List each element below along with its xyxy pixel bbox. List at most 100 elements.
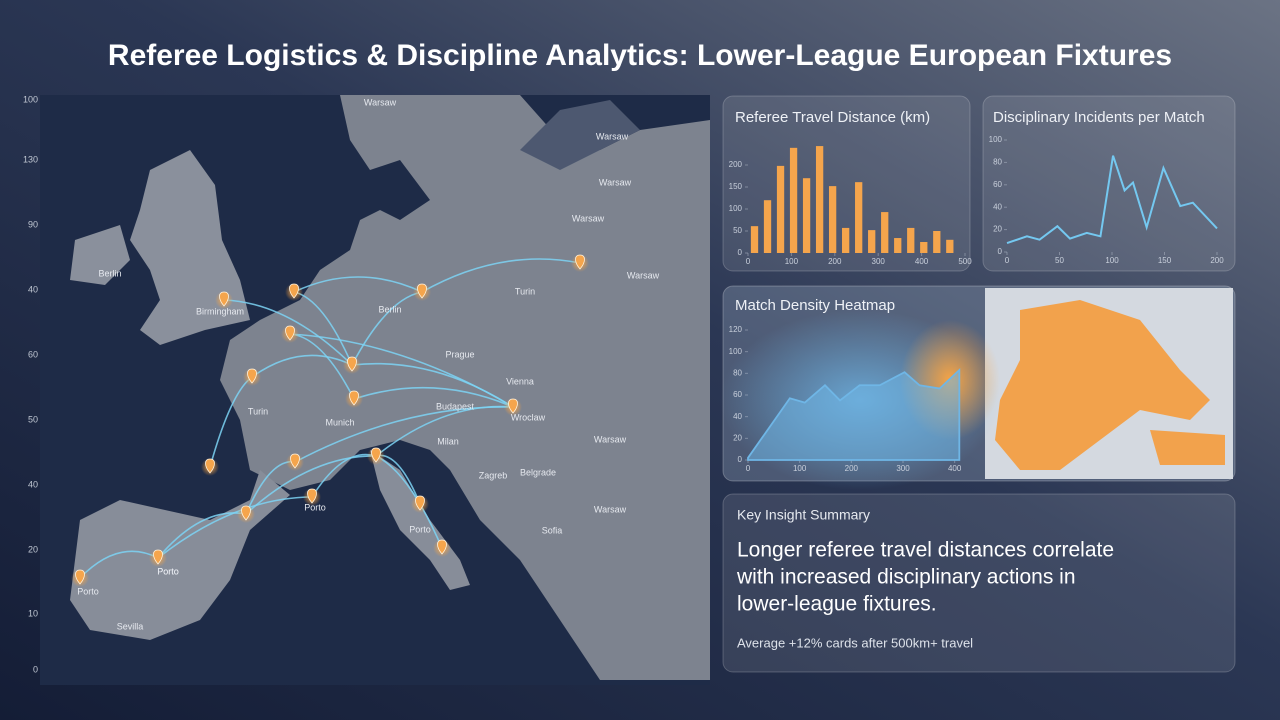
x-tick-label: 0 [746, 257, 751, 266]
map-scale-label: 40 [28, 284, 38, 294]
line [1006, 155, 1218, 244]
city-label: Belgrade [520, 467, 556, 477]
y-tick-label: 0 [738, 455, 743, 464]
y-tick-label: 0 [998, 247, 1003, 256]
bar [815, 146, 824, 253]
y-tick-label: 80 [993, 158, 1002, 167]
insight-line: Longer referee travel distances correlat… [737, 539, 1114, 562]
city-label: Berlin [378, 304, 401, 314]
insight-note: Average +12% cards after 500km+ travel [737, 635, 973, 650]
y-tick-label: 80 [733, 368, 742, 377]
land-ireland [70, 225, 130, 285]
city-label: Berlin [98, 268, 121, 278]
x-tick-label: 100 [785, 257, 799, 266]
y-tick-label: 20 [733, 433, 742, 442]
insight-line: lower-league fixtures. [737, 593, 937, 616]
insight-line: with increased disciplinary actions in [736, 566, 1076, 589]
bar [946, 239, 954, 253]
land-continent [220, 95, 710, 680]
pin [285, 325, 295, 341]
map: 100130904060504020100WarsawWarsawWarsawW… [23, 94, 710, 685]
city-label: Milan [437, 436, 459, 446]
city-label: Zagreb [479, 470, 508, 480]
x-tick-label: 200 [1210, 256, 1224, 265]
city-label: Warsaw [572, 213, 605, 223]
insight-title: Key Insight Summary [737, 507, 870, 523]
y-tick-label: 150 [729, 182, 743, 191]
x-tick-label: 200 [845, 464, 859, 473]
route [421, 258, 581, 293]
x-tick-label: 300 [896, 464, 910, 473]
pin [508, 398, 518, 414]
route [157, 512, 247, 559]
pin [241, 505, 251, 521]
y-tick-label: 100 [989, 135, 1003, 144]
panel [722, 95, 971, 272]
route [351, 362, 514, 408]
pin [349, 390, 359, 406]
pin [437, 539, 447, 555]
city-label: Warsaw [599, 177, 632, 187]
pins [71, 254, 589, 587]
map-scale-label: 130 [23, 154, 38, 164]
city-label: Turin [515, 286, 535, 296]
bar [907, 227, 915, 253]
pin [205, 458, 215, 474]
city-label: Porto [77, 586, 99, 596]
pin [347, 356, 357, 372]
city-label: Munich [325, 417, 354, 427]
pin [307, 488, 317, 504]
y-tick-label: 100 [729, 347, 743, 356]
heat-region [1150, 430, 1225, 465]
city-label: Warsaw [364, 97, 397, 107]
city-label: Turin [248, 406, 268, 416]
pin [153, 549, 163, 565]
pin [415, 495, 425, 511]
pin [371, 447, 381, 463]
map-scale-label: 90 [28, 219, 38, 229]
y-tick-label: 100 [729, 204, 743, 213]
pin [417, 283, 427, 299]
routes [79, 258, 581, 579]
y-tick-label: 50 [733, 226, 742, 235]
city-label: Budapest [436, 401, 475, 411]
city-label: Sofia [542, 525, 563, 535]
city-label: Warsaw [627, 270, 660, 280]
x-tick-label: 400 [948, 464, 962, 473]
x-tick-label: 100 [793, 464, 807, 473]
y-tick-label: 40 [733, 412, 742, 421]
map-scale-label: 60 [28, 349, 38, 359]
y-tick-label: 20 [993, 225, 1002, 234]
x-tick-label: 400 [915, 257, 929, 266]
bar [763, 200, 772, 253]
y-tick-label: 120 [729, 325, 743, 334]
chart-title: Referee Travel Distance (km) [735, 109, 930, 126]
map-scale-label: 10 [28, 608, 38, 618]
chart-title: Disciplinary Incidents per Match [993, 109, 1205, 126]
bar [776, 165, 785, 253]
bar [828, 186, 837, 253]
map-scale-label: 40 [28, 479, 38, 489]
bar [894, 238, 902, 253]
x-tick-label: 500 [958, 257, 972, 266]
bar [920, 242, 928, 253]
x-tick-label: 100 [1105, 256, 1119, 265]
map-scale-label: 20 [28, 544, 38, 554]
city-label: Porto [157, 566, 179, 576]
route [293, 276, 423, 293]
map-scale-label: 50 [28, 414, 38, 424]
y-tick-label: 60 [733, 390, 742, 399]
y-tick-label: 60 [993, 180, 1002, 189]
city-label: Porto [157, 566, 179, 576]
pin [247, 368, 257, 384]
city-label: Vienna [506, 376, 534, 386]
area [747, 368, 961, 461]
y-tick-label: 0 [738, 248, 743, 257]
y-tick-label: 200 [729, 160, 743, 169]
map-scale-label: 100 [23, 94, 38, 104]
page-title: Referee Logistics & Discipline Analytics… [108, 39, 1172, 72]
route [245, 455, 377, 515]
route [251, 354, 353, 378]
city-label: Sevilla [117, 621, 144, 631]
